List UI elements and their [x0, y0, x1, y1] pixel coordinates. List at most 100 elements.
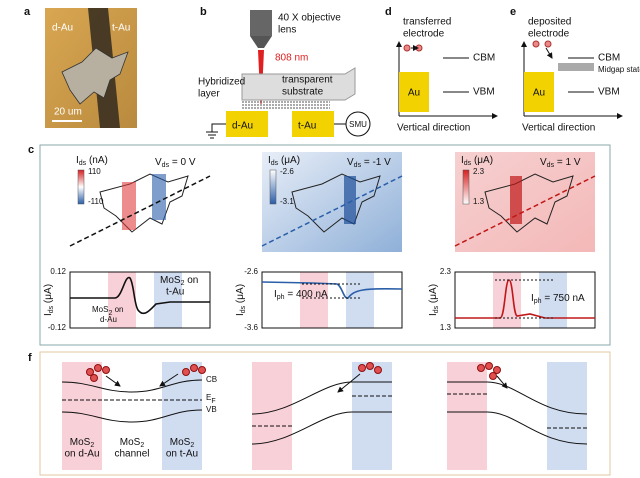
text-segment: E [206, 393, 211, 402]
label: Ids (μA) [268, 155, 300, 168]
vb [61, 409, 203, 423]
label: MoS2 [170, 437, 195, 450]
text-segment: ds [547, 162, 555, 169]
label: CBM [473, 53, 495, 64]
label: electrode [403, 29, 445, 40]
text-segment: I [274, 289, 277, 300]
text-segment: MoS [170, 437, 191, 448]
text-segment: MoS [160, 275, 181, 286]
electron [489, 372, 497, 380]
gold-block [399, 72, 429, 112]
label: 110 [88, 167, 101, 176]
electron [532, 40, 540, 48]
electron [198, 366, 206, 374]
label: lens [278, 25, 296, 36]
label: -110 [88, 197, 104, 206]
label: d-Au [100, 315, 117, 324]
electrode [226, 111, 268, 137]
label: CBM [598, 53, 620, 64]
label: EF [206, 393, 216, 405]
label: Iph = 750 nA [531, 293, 585, 306]
text-segment: ds [48, 305, 55, 313]
label: transferred [403, 17, 451, 28]
arrow [159, 373, 179, 387]
map [262, 152, 402, 252]
text-segment: 2 [190, 442, 194, 449]
scan-line [261, 175, 403, 247]
panel-label: c [28, 144, 34, 156]
electron [485, 362, 493, 370]
text-segment: ds [162, 162, 170, 169]
arrow [545, 47, 553, 59]
label: MoS2 on [92, 305, 123, 317]
electron [358, 364, 366, 372]
panel-b: b 40 X objective lens 808 nm transparent… [198, 6, 371, 139]
label: -2.6 [244, 267, 258, 276]
label: e [510, 6, 516, 18]
scan-line [454, 175, 596, 247]
objective-tip [250, 36, 272, 48]
map [455, 152, 595, 252]
text-segment: ds [271, 160, 279, 167]
response [122, 182, 136, 230]
electron [90, 374, 98, 382]
label: Au [408, 88, 420, 99]
flake [484, 173, 574, 233]
smu [345, 111, 371, 137]
text-segment: (μA) [428, 284, 439, 306]
label: transparent [282, 75, 333, 86]
label: 2.3 [440, 267, 452, 276]
electron [102, 366, 110, 374]
text-segment: = 400 nA [285, 289, 328, 300]
label: Vertical direction [522, 123, 595, 134]
arrow [496, 375, 508, 389]
text-segment: MoS [70, 437, 91, 448]
curve [70, 276, 210, 315]
label: t-Au [166, 287, 184, 298]
curve [455, 279, 595, 319]
text-segment: ds [240, 305, 247, 313]
text-segment: = 1 V [554, 157, 581, 168]
label: 1.3 [440, 323, 452, 332]
vb [447, 411, 588, 445]
response [152, 174, 166, 220]
ef [252, 395, 392, 427]
electrode-label: d-Au [52, 23, 73, 34]
text-segment: ph [534, 298, 542, 305]
region-t [346, 272, 374, 328]
text-segment: I [531, 293, 534, 304]
label: d [385, 6, 392, 18]
text-segment: MoS [120, 437, 141, 448]
label: 40 X objective [278, 13, 341, 24]
midgap [558, 63, 594, 71]
text-segment: on [184, 275, 198, 286]
text-segment: I [268, 155, 271, 166]
label: VBM [473, 87, 495, 98]
electron [544, 40, 552, 48]
label: -0.12 [48, 323, 67, 332]
label: substrate [282, 87, 324, 98]
text-segment: = 0 V [169, 157, 196, 168]
label: 808 nm [275, 53, 308, 64]
electron [403, 44, 411, 52]
label: Hybridized [198, 77, 245, 88]
arrow [105, 375, 121, 387]
label: Ids (μA) [43, 284, 56, 316]
text-segment: = 750 nA [542, 293, 585, 304]
label: Vds = -1 V [347, 157, 391, 170]
label: Iph = 400 nA [274, 289, 328, 302]
text-segment: ds [79, 160, 87, 167]
label: MoS2 [120, 437, 145, 450]
label: VB [206, 405, 217, 414]
panel-frame [39, 144, 611, 346]
response [510, 176, 522, 224]
hybrid-layer [242, 101, 330, 109]
panel-label: f [28, 352, 32, 364]
text-segment: V [347, 157, 354, 168]
text-segment: (μA) [235, 284, 246, 306]
electron [477, 364, 485, 372]
label: -2.6 [280, 167, 294, 176]
label: Ids (μA) [428, 284, 441, 316]
text-segment: V [155, 157, 162, 168]
